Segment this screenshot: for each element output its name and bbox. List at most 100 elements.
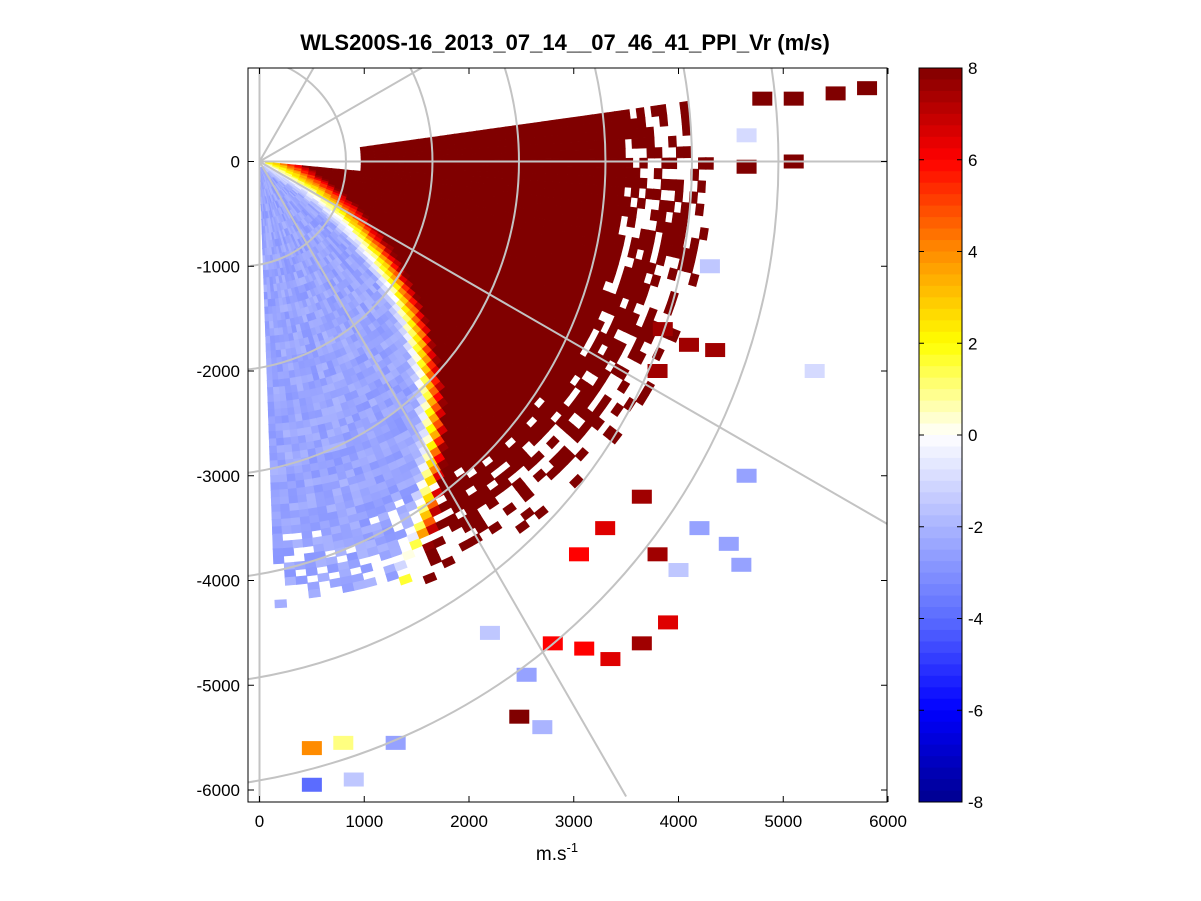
field-cell xyxy=(649,274,662,288)
field-cell xyxy=(636,117,647,129)
field-cell xyxy=(441,149,450,156)
field-cell xyxy=(272,548,284,557)
field-cell xyxy=(638,177,648,189)
field-cell xyxy=(621,109,631,121)
field-cell xyxy=(277,466,288,476)
field-cell xyxy=(500,158,509,167)
field-cell xyxy=(544,158,553,167)
y-tick-label: 0 xyxy=(231,153,240,172)
sparse-cell xyxy=(658,615,679,630)
colorbar-band xyxy=(919,756,962,769)
colorbar-band xyxy=(919,595,962,608)
field-cell xyxy=(609,139,619,150)
field-cell xyxy=(536,151,546,160)
sparse-cell xyxy=(509,709,530,724)
field-cell xyxy=(573,158,582,168)
field-cell xyxy=(419,155,428,161)
field-cell xyxy=(455,154,465,161)
field-cell xyxy=(574,447,589,462)
field-cell xyxy=(628,311,640,326)
field-cell xyxy=(678,212,689,226)
field-cell xyxy=(276,452,286,462)
field-cell xyxy=(275,430,285,440)
y-tick-label: -4000 xyxy=(197,572,240,591)
colorbar-band xyxy=(919,767,962,780)
field-cell xyxy=(352,170,362,175)
field-cell xyxy=(268,438,278,448)
field-cell xyxy=(635,107,646,119)
field-cell xyxy=(397,156,406,161)
field-cell xyxy=(390,156,399,161)
colorbar-band xyxy=(919,136,962,149)
sparse-cell xyxy=(689,521,710,536)
colorbar-band xyxy=(919,675,962,688)
field-cell xyxy=(498,177,508,186)
colorbar-band xyxy=(919,790,962,803)
field-cell xyxy=(492,165,502,173)
field-cell xyxy=(272,555,285,565)
field-cell xyxy=(507,152,516,160)
colorbar-tick-label: -6 xyxy=(968,701,983,720)
colorbar-band xyxy=(919,308,962,321)
colorbar-band xyxy=(919,733,962,746)
field-cell xyxy=(610,223,621,235)
field-cell xyxy=(281,525,293,535)
field-cell xyxy=(630,187,640,199)
field-cell xyxy=(441,154,450,161)
field-cell xyxy=(636,197,647,210)
field-cell xyxy=(492,159,502,167)
field-cell xyxy=(550,142,560,152)
field-cell xyxy=(580,166,590,177)
field-cell xyxy=(367,144,376,150)
sparse-cell xyxy=(668,563,689,578)
field-cell xyxy=(382,163,392,168)
field-cell xyxy=(617,148,626,159)
field-cell xyxy=(447,174,457,181)
field-cell xyxy=(588,158,597,168)
sparse-cell xyxy=(631,489,652,504)
field-cell xyxy=(558,174,567,184)
field-cell xyxy=(506,138,516,147)
field-cell xyxy=(273,401,282,411)
field-cell xyxy=(564,133,574,144)
sparse-cell xyxy=(301,777,322,792)
colorbar-band xyxy=(919,607,962,619)
field-cell xyxy=(274,408,283,418)
field-cell xyxy=(623,177,633,188)
colorbar-band xyxy=(919,90,962,103)
colorbar-band xyxy=(919,262,962,275)
sparse-cell xyxy=(647,547,668,562)
field-cell xyxy=(375,156,384,161)
field-cell xyxy=(530,450,545,465)
sparse-cell xyxy=(343,772,364,787)
colorbar-tick-label: -8 xyxy=(968,793,983,812)
field-cell xyxy=(432,135,442,143)
colorbar-tick-label: 6 xyxy=(968,151,977,170)
field-cell xyxy=(477,153,487,160)
field-cell xyxy=(295,575,308,585)
field-cell xyxy=(305,566,318,577)
colorbar-band xyxy=(919,526,962,539)
field-cell xyxy=(543,150,553,160)
field-cell xyxy=(674,234,686,248)
field-cell xyxy=(484,140,494,149)
field-cell xyxy=(274,599,288,609)
field-cell xyxy=(269,445,278,455)
field-cell xyxy=(360,562,374,574)
field-cell xyxy=(499,139,509,148)
field-cell xyxy=(425,172,435,179)
field-cell xyxy=(448,169,458,176)
field-cell xyxy=(326,563,340,574)
colorbar-band xyxy=(919,687,962,700)
field-cell xyxy=(572,133,582,143)
field-cell xyxy=(477,141,487,149)
field-cell xyxy=(645,126,655,139)
colorbar xyxy=(919,68,962,803)
sparse-cell xyxy=(631,636,652,651)
field-cell xyxy=(521,172,531,181)
field-cell xyxy=(284,576,297,586)
sparse-cell xyxy=(718,536,739,551)
field-cell xyxy=(601,176,611,187)
field-cell xyxy=(401,549,416,561)
field-cell xyxy=(485,165,494,173)
